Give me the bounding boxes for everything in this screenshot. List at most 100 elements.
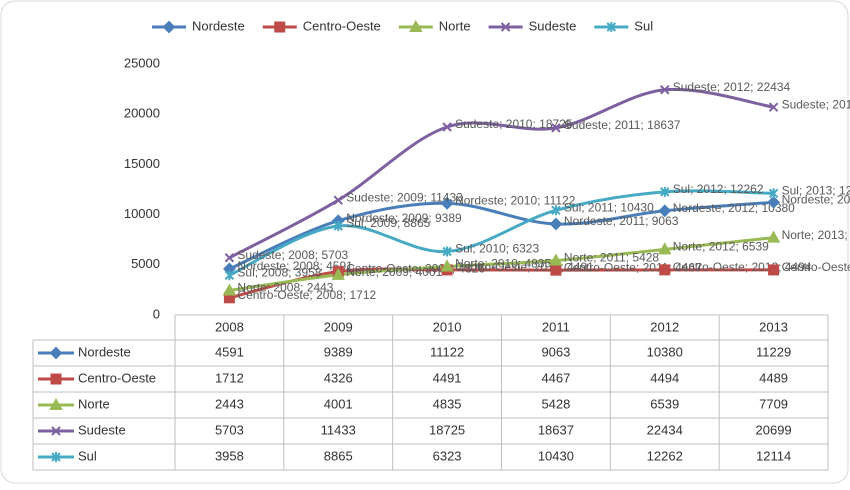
x-tick-label: 2009 xyxy=(324,319,353,334)
table-cell: 4591 xyxy=(215,344,244,359)
x-tick-label: 2008 xyxy=(215,319,244,334)
table-cell: 22434 xyxy=(647,422,683,437)
marker-shape xyxy=(768,264,780,276)
table-row-label: Nordeste xyxy=(78,344,131,359)
marker-shape xyxy=(550,264,562,276)
marker xyxy=(409,19,423,32)
marker xyxy=(331,267,345,280)
data-label: Norte; 2012; 6539 xyxy=(673,240,769,254)
marker-shape xyxy=(549,253,563,266)
marker-shape xyxy=(767,195,780,209)
marker-shape xyxy=(333,220,343,231)
table-cell: 18637 xyxy=(538,422,574,437)
marker xyxy=(49,346,63,360)
table-cell: 10430 xyxy=(538,448,574,463)
y-tick-label: 15000 xyxy=(124,156,160,171)
table-cell: 11229 xyxy=(756,344,791,359)
marker xyxy=(333,220,343,231)
marker-shape xyxy=(333,195,343,205)
table-cell: 9389 xyxy=(324,344,353,359)
series-line xyxy=(229,236,774,292)
marker xyxy=(549,253,563,266)
table-cell: 11122 xyxy=(430,344,464,359)
data-label: Nordeste; 2013; 11229 xyxy=(782,192,850,206)
marker xyxy=(551,123,561,133)
marker xyxy=(606,22,617,32)
data-label: Nordeste; 2011; 9063 xyxy=(564,214,679,228)
marker-shape xyxy=(551,205,561,216)
table-cell: 3958 xyxy=(215,448,244,463)
marker-shape xyxy=(660,186,670,197)
y-tick-label: 10000 xyxy=(124,206,160,221)
data-label: Sudeste; 2010; 18725 xyxy=(455,117,573,131)
marker-shape xyxy=(224,253,235,263)
marker xyxy=(224,253,235,263)
marker-shape xyxy=(606,22,617,32)
table-cell: 5428 xyxy=(541,396,570,411)
table-cell: 12114 xyxy=(756,448,791,463)
series-line xyxy=(228,87,774,260)
data-label: Nordeste; 2009; 9389 xyxy=(346,211,462,225)
marker xyxy=(658,242,672,255)
data-label: Sul; 2008; 3958 xyxy=(237,265,321,279)
data-label: Nordeste; 2012; 10380 xyxy=(673,201,795,215)
marker xyxy=(224,270,235,281)
marker-shape xyxy=(440,196,454,210)
table-cell: 12262 xyxy=(647,448,683,463)
table-cell: 7709 xyxy=(759,396,788,411)
table-cell: 11433 xyxy=(321,422,356,437)
marker-shape xyxy=(766,230,781,243)
series-line xyxy=(229,267,774,300)
data-label: Norte; 2010; 4835 xyxy=(455,257,551,271)
x-tick-label: 2010 xyxy=(433,319,462,334)
marker-shape xyxy=(440,259,454,272)
marker xyxy=(440,259,454,272)
marker-shape xyxy=(442,246,452,257)
legend-label: Centro-Oeste xyxy=(303,18,381,33)
table-cell: 6539 xyxy=(650,396,679,411)
marker-shape xyxy=(549,217,563,231)
data-label: Centro-Oeste; 2008; 1712 xyxy=(237,288,376,302)
y-tick-label: 25000 xyxy=(124,55,160,70)
data-label: Sudeste; 2013; 20699 xyxy=(782,97,850,111)
table-cell: 18725 xyxy=(429,422,465,437)
marker-shape xyxy=(49,397,63,410)
marker-shape xyxy=(51,426,61,436)
marker-shape xyxy=(500,22,511,32)
data-label: Sul; 2011; 10430 xyxy=(564,200,654,214)
marker xyxy=(442,122,452,132)
marker xyxy=(51,426,61,436)
table-cell: 8865 xyxy=(324,448,353,463)
table-cell: 5703 xyxy=(215,422,244,437)
table-cell: 1712 xyxy=(215,370,244,385)
marker xyxy=(768,102,779,112)
marker xyxy=(551,205,561,216)
table-cell: 4494 xyxy=(650,370,679,385)
marker-shape xyxy=(331,267,345,280)
marker-shape xyxy=(659,264,671,276)
marker xyxy=(442,246,452,257)
marker-shape xyxy=(224,270,235,281)
data-label: Sul; 2009; 8865 xyxy=(346,216,430,230)
table-cell: 4835 xyxy=(433,396,462,411)
marker-shape xyxy=(768,102,779,112)
marker xyxy=(50,373,62,385)
data-label: Nordeste; 2010; 11122 xyxy=(455,194,576,208)
legend-label: Nordeste xyxy=(192,18,245,33)
marker xyxy=(660,186,670,197)
table-cell: 4489 xyxy=(759,370,788,385)
marker-shape xyxy=(768,188,779,199)
data-label: Sudeste; 2012; 22434 xyxy=(673,80,791,94)
data-label: Sul; 2010; 6323 xyxy=(455,242,539,256)
data-label: Norte; 2008; 2443 xyxy=(237,281,333,295)
series-line xyxy=(228,189,774,277)
marker xyxy=(660,85,670,95)
legend-label: Norte xyxy=(439,18,471,33)
data-label: Nordeste; 2008; 4591 xyxy=(237,259,353,273)
y-tick-label: 20000 xyxy=(124,106,160,121)
marker xyxy=(768,264,780,276)
marker-shape xyxy=(442,122,452,132)
table-cell: 2443 xyxy=(215,396,244,411)
